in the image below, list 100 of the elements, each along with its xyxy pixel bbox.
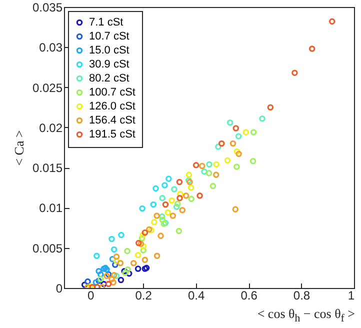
point bbox=[113, 272, 120, 280]
point bbox=[232, 206, 239, 212]
point bbox=[232, 125, 240, 132]
point bbox=[196, 192, 203, 199]
point bbox=[176, 228, 182, 234]
y-tick-label: 0.02 bbox=[39, 120, 63, 135]
point bbox=[206, 161, 212, 168]
legend-label: 30.9 cSt bbox=[89, 58, 130, 70]
point bbox=[188, 184, 194, 191]
point bbox=[112, 262, 118, 268]
point bbox=[230, 140, 236, 147]
point bbox=[201, 168, 208, 175]
point bbox=[210, 182, 216, 190]
point bbox=[135, 240, 142, 246]
point bbox=[166, 176, 172, 182]
point bbox=[96, 268, 102, 274]
point bbox=[170, 212, 176, 219]
point bbox=[176, 194, 183, 202]
point bbox=[168, 197, 175, 204]
point bbox=[234, 164, 240, 170]
x-tick-label: 1 bbox=[348, 288, 355, 302]
point bbox=[140, 247, 146, 254]
point bbox=[212, 172, 220, 178]
point bbox=[110, 279, 116, 286]
y-tick-label: 0.035 bbox=[32, 0, 63, 14]
point bbox=[235, 133, 242, 140]
point bbox=[159, 216, 166, 223]
point bbox=[100, 280, 107, 288]
point bbox=[94, 252, 100, 260]
y-axis-title: < Ca > bbox=[11, 130, 26, 166]
point bbox=[199, 162, 206, 170]
x-axis-title: < cos θ$_{h}$ − cos θ$_{f}$ > bbox=[257, 306, 355, 325]
point bbox=[188, 196, 194, 202]
point bbox=[186, 172, 192, 178]
point bbox=[152, 185, 159, 192]
point bbox=[154, 252, 160, 260]
point bbox=[162, 201, 169, 208]
y-tick-label: 0.005 bbox=[32, 241, 63, 256]
legend-label: 80.2 cSt bbox=[89, 72, 130, 84]
point bbox=[218, 140, 225, 147]
y-tick-label: 0.025 bbox=[32, 80, 63, 95]
point bbox=[98, 271, 104, 278]
x-tick-label: 0.8 bbox=[293, 288, 310, 302]
point bbox=[81, 282, 88, 288]
point bbox=[159, 194, 166, 202]
point bbox=[108, 236, 115, 242]
point bbox=[250, 129, 257, 136]
point bbox=[242, 129, 250, 136]
point bbox=[130, 260, 137, 266]
point bbox=[213, 161, 220, 168]
point bbox=[118, 232, 124, 238]
x-tick-label: 0.4 bbox=[188, 288, 205, 302]
point bbox=[226, 119, 234, 126]
point bbox=[110, 272, 118, 278]
x-tick-label: 0.6 bbox=[240, 288, 258, 302]
point bbox=[105, 280, 112, 288]
point bbox=[142, 256, 148, 264]
point bbox=[162, 182, 168, 188]
point bbox=[140, 243, 146, 250]
legend-label: 15.0 cSt bbox=[89, 44, 130, 56]
legend-label: 191.5 cSt bbox=[89, 128, 136, 140]
point bbox=[236, 150, 242, 158]
point bbox=[113, 254, 120, 260]
point bbox=[250, 158, 256, 164]
point bbox=[139, 205, 146, 212]
point bbox=[173, 204, 180, 210]
point bbox=[215, 144, 222, 150]
point bbox=[151, 219, 158, 226]
point bbox=[100, 266, 107, 272]
point bbox=[234, 148, 240, 155]
point bbox=[92, 279, 100, 286]
point bbox=[138, 235, 146, 242]
legend-label: 10.7 cSt bbox=[89, 30, 130, 42]
point bbox=[179, 206, 186, 214]
point bbox=[192, 162, 200, 168]
x-tick-label: 0 bbox=[88, 288, 95, 302]
point bbox=[154, 212, 160, 219]
point bbox=[182, 192, 190, 199]
point bbox=[158, 213, 166, 220]
point bbox=[118, 276, 124, 284]
x-tick-label: 0.2 bbox=[135, 288, 152, 302]
point bbox=[150, 201, 157, 208]
point bbox=[142, 229, 148, 236]
point bbox=[126, 270, 132, 277]
point bbox=[174, 200, 181, 207]
point bbox=[124, 248, 130, 254]
legend-label: 7.1 cSt bbox=[89, 16, 124, 28]
point bbox=[259, 115, 266, 122]
point bbox=[224, 157, 231, 164]
point bbox=[206, 170, 212, 176]
point bbox=[108, 276, 115, 282]
point bbox=[140, 232, 146, 238]
y-tick-label: 0.03 bbox=[39, 40, 63, 55]
point bbox=[117, 260, 124, 266]
point bbox=[84, 278, 91, 285]
point bbox=[109, 256, 116, 262]
point bbox=[177, 190, 184, 198]
point bbox=[292, 70, 298, 76]
point bbox=[158, 232, 164, 239]
point bbox=[124, 266, 131, 273]
